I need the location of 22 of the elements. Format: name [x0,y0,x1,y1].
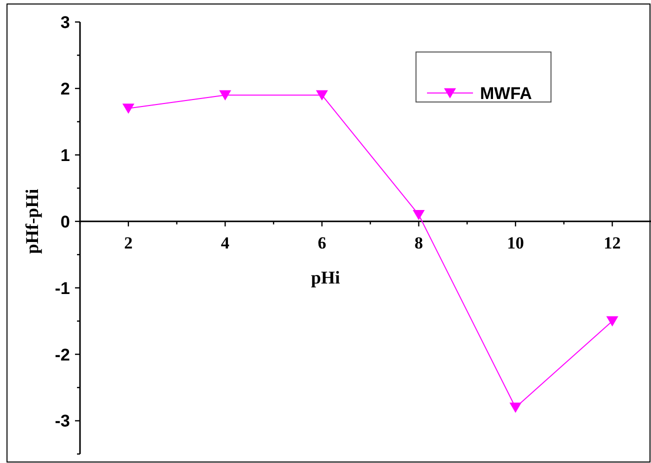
point [122,104,134,114]
x-tick-label: 10 [507,233,524,252]
x-tick-label: 6 [318,233,326,252]
x-axis-title: pHi [310,267,340,288]
point [219,90,232,101]
x-tick-label: 12 [604,233,621,252]
y-tick-label: 1 [60,146,70,165]
y-tick-label: -2 [54,345,70,364]
x-tick-label: 2 [124,233,133,252]
point [510,402,522,413]
y-tick-label: -1 [54,278,70,298]
point [412,210,425,220]
point [606,316,618,326]
y-tick-label: -3 [54,412,70,431]
y-axis-title: pHf-pHi [22,188,42,254]
x-tick-label: 4 [220,233,230,252]
x-tick-label: 8 [414,233,423,252]
legend-label: MWFA [480,84,532,103]
point [316,90,328,101]
y-tick-label: 3 [60,12,70,32]
y-tick-label: 2 [60,79,70,98]
y-tick-label: 0 [60,212,70,232]
